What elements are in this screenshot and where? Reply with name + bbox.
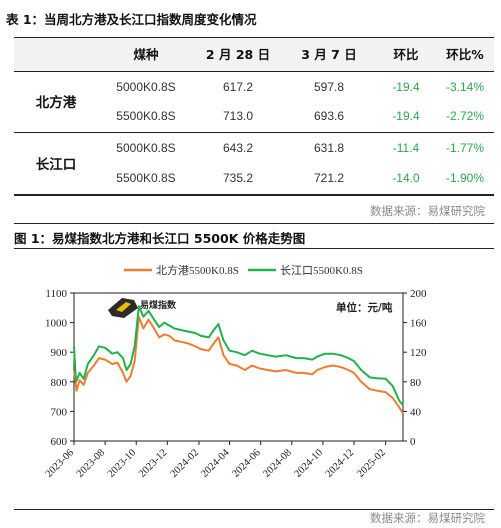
logo-text: 易煤指数 xyxy=(140,299,177,310)
x-tick-label: 2025-02 xyxy=(355,447,388,480)
x-tick-label: 2023-06 xyxy=(44,447,77,480)
cell-chg: -11.4 xyxy=(392,141,420,155)
cell-chg: -14.0 xyxy=(392,171,420,185)
legend-label-yangtze: 长江口5500K0.8S xyxy=(280,264,363,277)
price-trend-chart: 北方港5500K0.8S 长江口5500K0.8S 易煤指数 单位：元/吨 60… xyxy=(44,263,427,480)
cell-feb28: 735.2 xyxy=(222,171,254,185)
y2-tick-label: 0 xyxy=(410,436,416,448)
y-tick-label: 1100 xyxy=(45,288,67,300)
cell-mar7: 597.8 xyxy=(313,80,345,94)
group-name-yangtze: 长江口 xyxy=(35,157,77,173)
cell-mar7: 721.2 xyxy=(313,171,345,185)
x-tick-label: 2024-10 xyxy=(293,447,326,480)
x-tick-label: 2024-04 xyxy=(199,447,232,480)
header-chg: 环比 xyxy=(393,47,419,62)
cell-coal: 5500K0.8S xyxy=(116,109,176,123)
unit-label: 单位：元/吨 xyxy=(336,301,393,314)
header-mar7: 3 月 7 日 xyxy=(301,47,357,62)
cell-pct: -1.77% xyxy=(445,141,485,155)
y2-tick-label: 160 xyxy=(410,318,427,330)
table-header-background xyxy=(14,38,494,71)
cell-feb28: 617.2 xyxy=(222,80,254,94)
y-tick-label: 800 xyxy=(51,377,68,389)
cell-mar7: 631.8 xyxy=(313,141,345,155)
x-tick-label: 2024-08 xyxy=(261,447,294,480)
x-tick-label: 2024-12 xyxy=(324,447,357,480)
figure-source: 数据来源：易煤研究院 xyxy=(370,511,485,525)
x-tick-label: 2023-12 xyxy=(137,447,170,480)
figure-top-rule xyxy=(14,223,494,224)
y-tick-label: 600 xyxy=(51,436,68,448)
cell-feb28: 643.2 xyxy=(222,141,254,155)
y2-tick-label: 200 xyxy=(410,288,427,300)
figure-title: 图 1：易煤指数北方港和长江口 5500K 价格走势图 xyxy=(14,231,306,246)
series-line-yangtze xyxy=(73,305,404,406)
x-tick-label: 2023-08 xyxy=(75,447,108,480)
figure-title-rule xyxy=(14,248,494,249)
cell-chg: -19.4 xyxy=(392,109,420,123)
header-pct: 环比% xyxy=(446,47,484,62)
y2-tick-label: 120 xyxy=(410,347,427,359)
cell-mar7: 693.6 xyxy=(313,109,345,123)
cell-pct: -2.72% xyxy=(445,109,485,123)
cell-pct: -3.14% xyxy=(445,80,485,94)
x-tick-label: 2023-10 xyxy=(106,447,139,480)
header-coal: 煤种 xyxy=(133,47,159,62)
table-group-rule xyxy=(14,132,494,133)
group-name-north-port: 北方港 xyxy=(35,95,77,111)
cell-coal: 5000K0.8S xyxy=(116,80,176,94)
table-source: 数据来源：易煤研究院 xyxy=(370,204,485,218)
y-tick-label: 700 xyxy=(51,406,68,418)
y-tick-label: 900 xyxy=(51,347,68,359)
legend-label-north: 北方港5500K0.8S xyxy=(156,263,239,277)
figure-bottom-rule xyxy=(14,509,494,510)
cell-pct: -1.90% xyxy=(445,171,485,185)
x-tick-label: 2024-02 xyxy=(169,447,202,480)
yimei-index-logo: 易煤指数 xyxy=(108,298,177,318)
y2-tick-label: 80 xyxy=(410,377,422,389)
x-tick-label: 2024-06 xyxy=(230,447,263,480)
series-line-north-port xyxy=(73,315,404,414)
table-bottom-rule xyxy=(14,194,494,196)
cell-coal: 5000K0.8S xyxy=(116,141,176,155)
header-feb28: 2 月 28 日 xyxy=(205,47,271,62)
table-title: 表 1：当周北方港及长江口指数周度变化情况 xyxy=(6,12,257,27)
cell-chg: -19.4 xyxy=(392,80,420,94)
table-header-rule xyxy=(14,71,494,72)
cell-coal: 5500K0.8S xyxy=(116,171,176,185)
plot-frame xyxy=(73,292,404,442)
cell-feb28: 713.0 xyxy=(222,109,254,123)
y-tick-label: 1000 xyxy=(45,318,68,330)
y2-tick-label: 40 xyxy=(410,406,422,418)
